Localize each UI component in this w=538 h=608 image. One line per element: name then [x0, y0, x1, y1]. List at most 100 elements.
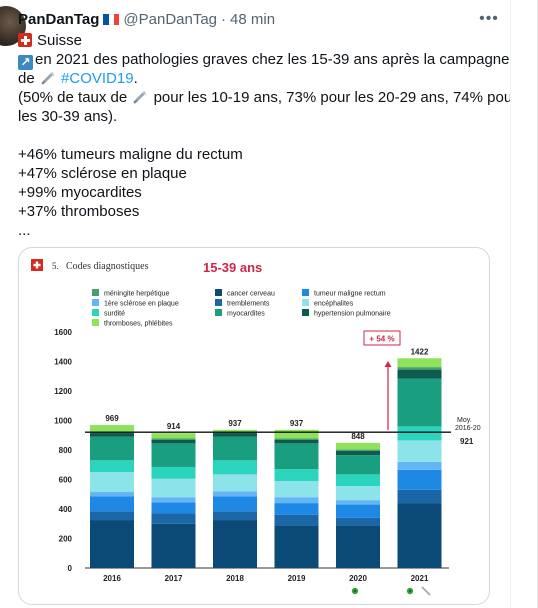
bar-segment — [336, 442, 380, 450]
tweet[interactable]: PanDanTag @PanDanTag · 48 min ••• Suisse… — [0, 0, 517, 608]
bar-segment — [151, 466, 196, 479]
x-tick-label: 2019 — [288, 574, 306, 583]
bar-segment — [213, 474, 257, 492]
bar-segment — [213, 460, 257, 475]
tweet-header: PanDanTag @PanDanTag · 48 min — [18, 9, 275, 29]
legend-entry: encéphalites — [314, 301, 354, 308]
text-fragment: . — [133, 70, 138, 87]
bar-segment — [90, 472, 134, 493]
reference-line-value: 921 — [460, 437, 474, 446]
tweet-text: Suisse ↗ en 2021 des pathologies graves c… — [18, 31, 517, 240]
bar-segment — [213, 436, 257, 461]
text-line: +47% sclérose en plaque — [18, 165, 187, 182]
bar-segment — [90, 425, 134, 432]
y-tick-label: 0 — [68, 564, 73, 573]
separator-dot: · — [221, 10, 227, 28]
y-tick-label: 1600 — [54, 328, 72, 337]
virus-icon-core — [353, 589, 357, 593]
text-line: ↗ en 2021 des pathologies graves chez les… — [18, 50, 510, 70]
bar-segment — [336, 449, 380, 451]
bar-segment — [274, 497, 319, 504]
y-tick-label: 600 — [59, 476, 73, 485]
bar-segment — [274, 480, 319, 498]
annotation-label: + 54 % — [369, 335, 394, 344]
bar-segment — [274, 514, 319, 526]
bar-total-label: 937 — [290, 419, 304, 428]
legend-swatch — [92, 319, 99, 326]
y-tick-label: 1400 — [54, 358, 72, 367]
x-tick-label: 2017 — [165, 574, 183, 583]
bar-total-label: 937 — [228, 419, 242, 428]
legend-swatch — [302, 309, 309, 316]
bar-total-label: 848 — [351, 432, 365, 441]
bar-segment — [151, 502, 196, 514]
text-line: de #COVID19. — [18, 69, 498, 88]
more-horizontal-icon[interactable]: ••• — [479, 10, 499, 27]
arrow-up-right-icon: ↗ — [18, 55, 33, 70]
handle[interactable]: @PanDanTag — [123, 10, 218, 28]
syringe-icon — [133, 91, 147, 104]
legend-swatch — [92, 289, 99, 296]
right-column-edge — [510, 0, 538, 608]
bar-segment — [397, 461, 442, 470]
bar-total-label: 1422 — [411, 347, 429, 356]
bar-segment — [397, 426, 442, 441]
legend-entry: surdité — [104, 311, 125, 318]
tweet-media-image[interactable]: 5. Codes diagnostiques 15-39 ans méningite … — [18, 247, 490, 605]
bar-segment — [397, 378, 442, 427]
legend-entry: tumeur maligne rectum — [314, 291, 386, 298]
bar-segment — [151, 478, 196, 498]
text-line: +37% thromboses — [18, 203, 140, 220]
x-tick-label: 2018 — [226, 574, 244, 583]
bar-segment — [397, 469, 442, 490]
bar-segment — [151, 497, 196, 503]
text-sentence: en 2021 des pathologies graves chez les … — [35, 51, 510, 68]
legend-swatch — [215, 309, 222, 316]
bar-segment — [213, 429, 257, 432]
legend-entry: hypertension pulmonaire — [314, 311, 391, 318]
reference-line-label: Moy. — [457, 417, 472, 424]
chart-title: 15-39 ans — [203, 260, 262, 275]
bar-total-label: 969 — [105, 414, 119, 423]
bar-segment — [90, 520, 134, 568]
text-line: (50% de taux de pour les 10-19 ans, 73% … — [18, 88, 517, 107]
timestamp[interactable]: 48 min — [230, 10, 276, 28]
text-fragment: de — [18, 70, 35, 87]
y-tick-label: 1000 — [54, 417, 72, 426]
bar-segment — [336, 517, 380, 526]
bar-segment — [151, 513, 196, 524]
display-name[interactable]: PanDanTag — [18, 10, 100, 28]
bar-segment — [336, 486, 380, 501]
y-tick-label: 1200 — [54, 387, 72, 396]
bar-segment — [397, 489, 442, 504]
syringe-icon — [41, 72, 55, 85]
bar-segment — [274, 525, 319, 568]
text-line: ... — [18, 222, 31, 239]
hashtag-link[interactable]: #COVID19 — [61, 70, 134, 87]
bar-segment — [274, 429, 319, 439]
bar-segment — [274, 503, 319, 515]
bar-segment — [397, 367, 442, 370]
bar-segment — [151, 439, 196, 444]
legend-swatch — [215, 299, 222, 306]
bar-segment — [336, 455, 380, 475]
bar-segment — [397, 503, 442, 568]
bar-segment — [336, 474, 380, 487]
bar-segment — [274, 443, 319, 470]
bar-segment — [151, 433, 196, 439]
bar-segment — [213, 496, 257, 512]
bar-segment — [336, 450, 380, 456]
swiss-flag-icon — [18, 33, 32, 47]
bar-segment — [213, 433, 257, 437]
legend-swatch — [302, 299, 309, 306]
bar-segment — [336, 504, 380, 518]
legend-entry: tremblements — [227, 301, 270, 308]
reference-line-label: 2016-20 — [455, 425, 481, 432]
bar-segment — [151, 523, 196, 568]
text-line: les 30-39 ans). — [18, 108, 118, 125]
legend-swatch — [92, 309, 99, 316]
bar-segment — [397, 358, 442, 368]
text-line: +46% tumeurs maligne du rectum — [18, 146, 243, 163]
annotation-box — [363, 330, 401, 346]
legend-entry: 1ère sclérose en plaque — [104, 301, 179, 308]
